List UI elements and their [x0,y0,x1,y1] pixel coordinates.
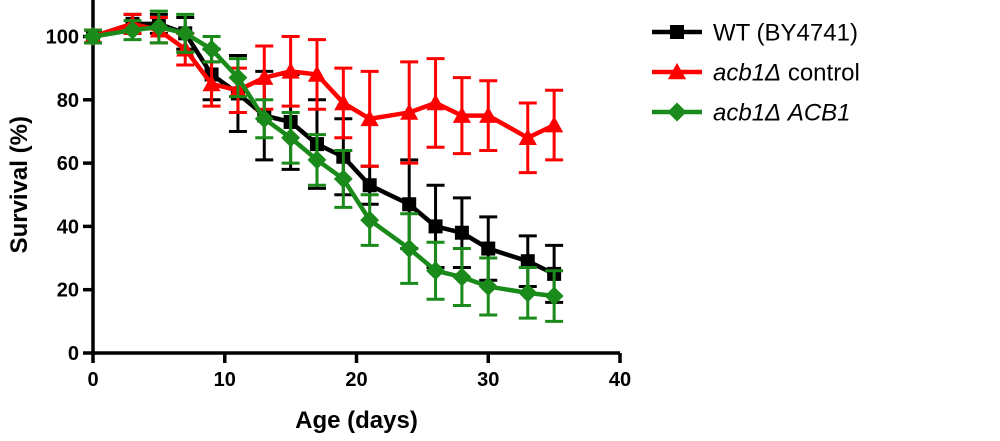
legend-swatch-marker [667,102,687,122]
y-tick-label: 20 [57,280,79,302]
x-tick-label: 0 [87,369,98,391]
data-point [281,62,300,79]
data-point [123,20,142,40]
data-point [202,74,221,92]
data-point [254,109,274,129]
data-point [518,128,537,146]
data-point [399,239,419,259]
data-point [334,93,353,111]
y-axis-title: Survival (%) [6,116,33,253]
data-point [255,68,274,85]
legend-label-part: acb1Δ [713,100,781,127]
data-point [362,178,377,193]
y-tick-label: 0 [68,343,79,365]
legend-entry-2: acb1Δ ACB1 [652,100,851,127]
data-point [402,197,417,212]
legend-label: WT (BY4741) [713,20,858,47]
y-tick-label: 100 [46,27,79,49]
x-tick-label: 20 [345,369,367,391]
x-tick-label: 30 [477,369,499,391]
data-point [478,277,498,296]
data-point [452,106,471,123]
legend-label-part: control [781,60,860,87]
legend-label-part: WT (BY4741) [713,20,858,47]
series-layer [83,9,564,323]
x-axis-title: Age (days) [295,407,418,434]
data-point [545,116,564,133]
data-point [149,17,169,37]
legend-swatch-marker [670,25,684,39]
legend-label-part: ACB1 [786,100,851,127]
data-point [228,68,248,88]
data-point [202,39,222,59]
data-point [333,169,353,189]
data-point [175,23,195,43]
legend-label-part [781,100,788,127]
y-tick-label: 60 [57,153,79,175]
data-point [307,150,327,170]
data-point [400,103,419,120]
data-point [307,65,327,82]
legend-label-part: acb1Δ [713,60,781,87]
legend-swatch-marker [667,62,687,80]
legend-label: acb1Δ control [713,60,860,87]
legend-entry-1: acb1Δ control [652,60,860,87]
series-2 [83,9,564,323]
data-point [454,225,469,240]
data-point [452,267,472,287]
data-point [360,210,380,230]
data-point [544,286,564,306]
data-point [481,241,496,256]
y-tick-label: 80 [57,90,79,112]
x-tick-label: 10 [214,369,236,391]
data-point [360,109,379,127]
data-point [281,128,301,148]
data-point [479,106,498,123]
legend-entry-0: WT (BY4741) [652,20,858,47]
legend-label: acb1Δ ACB1 [713,100,851,127]
y-tick-label: 40 [57,216,79,238]
data-point [520,254,535,269]
data-point [83,27,103,46]
data-point [518,283,538,303]
axes: 0 10 20 30 40 0 20 40 60 80 100 [46,0,631,391]
x-tick-label: 40 [609,369,631,391]
data-point [426,261,445,281]
data-point [426,93,445,111]
data-point [428,219,443,234]
